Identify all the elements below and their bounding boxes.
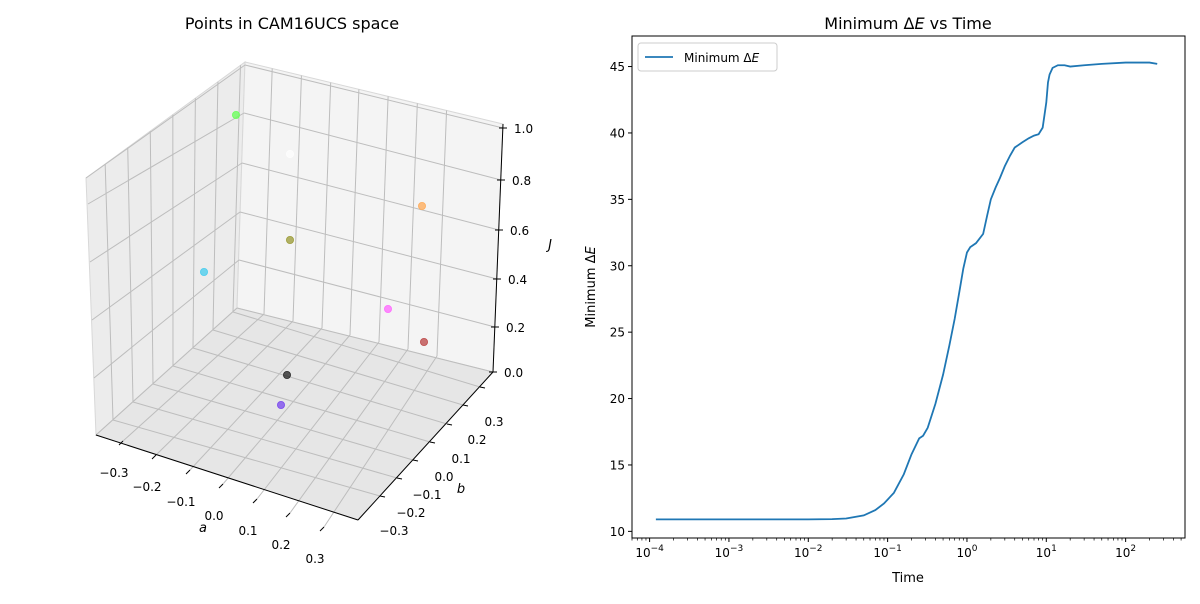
x-tick-label-3d: 0.3 <box>305 552 324 566</box>
y-tick-mark-3d <box>397 478 402 479</box>
line-chart: Minimum ΔE vs Time 10 15 20 25 30 35 40 45 10−4… <box>584 14 1185 586</box>
z-tick-label-3d: 1.0 <box>514 122 533 136</box>
x-tick-label: 10−2 <box>794 544 823 560</box>
y-tick-mark-3d <box>447 424 452 425</box>
x-tick-label-3d: 0.1 <box>238 524 257 538</box>
x-tick-mark-3d <box>219 484 223 488</box>
x-tick-label-3d: 0.2 <box>271 538 290 552</box>
legend-label: Minimum ΔE <box>684 51 760 65</box>
x-tick-label: 100 <box>956 544 977 560</box>
x-tick-label-3d: −0.3 <box>99 466 128 480</box>
data-point-3d <box>232 111 239 118</box>
y-tick-label-3d: 0.0 <box>434 470 453 484</box>
x-tick-label: 10−3 <box>715 544 744 560</box>
y-tick-label: 20 <box>610 392 625 406</box>
data-point-3d <box>277 401 284 408</box>
y-tick-mark-3d <box>463 405 468 406</box>
data-point-3d <box>418 202 425 209</box>
y-tick-label: 25 <box>610 326 625 340</box>
y-axis-label-3d: b <box>457 482 465 497</box>
y-tick-label-3d: 0.1 <box>451 452 470 466</box>
data-point-3d <box>200 268 207 275</box>
y-tick-label: 35 <box>610 193 625 207</box>
x-tick-mark-3d <box>152 455 156 459</box>
y-tick-label-3d: 0.3 <box>484 415 503 429</box>
z-tick-label-3d: 0.4 <box>508 273 527 287</box>
legend: Minimum ΔE <box>638 43 777 71</box>
x-tick-label: 10−4 <box>635 544 664 560</box>
data-point-3d <box>420 338 427 345</box>
x-tick-label-3d: −0.1 <box>166 495 195 509</box>
data-point-3d <box>283 371 290 378</box>
data-point-3d <box>384 305 391 312</box>
x-tick-label: 101 <box>1036 544 1057 560</box>
line-chart-title: Minimum ΔE vs Time <box>824 14 991 33</box>
x-tick-label: 102 <box>1115 544 1136 560</box>
y-ticks: 10 15 20 25 30 35 40 45 <box>610 60 632 539</box>
x-tick-mark-3d <box>186 470 190 474</box>
y-tick-label-3d: −0.1 <box>412 488 441 502</box>
y-tick-mark-3d <box>430 442 435 443</box>
x-tick-mark-3d <box>253 499 257 503</box>
y-tick-mark-3d <box>413 460 418 461</box>
scatter3d-chart: Points in CAM16UCS space −0.3 −0.2 −0.1 0.0… <box>86 14 552 566</box>
z-axis-label-3d: J <box>545 238 552 253</box>
y-tick-mark-3d <box>380 496 385 497</box>
y-tick-mark-3d <box>480 387 485 388</box>
z-tick-label-3d: 0.2 <box>506 321 525 335</box>
y-tick-label-3d: −0.3 <box>379 524 408 538</box>
y-tick-label: 45 <box>610 60 625 74</box>
y-tick-label-3d: 0.2 <box>467 433 486 447</box>
x-tick-mark-3d <box>320 527 324 531</box>
y-axis-label: Minimum ΔE <box>584 245 599 327</box>
x-tick-label-3d: −0.2 <box>132 480 161 494</box>
x-tick-label: 10−1 <box>873 544 902 560</box>
y-tick-label: 40 <box>610 126 625 140</box>
x-tick-label-3d: 0.0 <box>204 509 223 523</box>
x-tick-mark-3d <box>286 513 290 517</box>
y-tick-label: 15 <box>610 458 625 472</box>
z-tick-label-3d: 0.8 <box>512 174 531 188</box>
z-tick-label-3d: 0.6 <box>510 224 529 238</box>
y-tick-label: 10 <box>610 525 625 539</box>
y-tick-label: 30 <box>610 259 625 273</box>
data-point-3d <box>286 236 293 243</box>
data-point-3d <box>286 150 293 157</box>
x-axis-label: Time <box>891 571 924 586</box>
x-ticks: 10−4 10−3 10−2 10−1 100 101 102 <box>632 538 1181 560</box>
z-tick-label-3d: 0.0 <box>504 366 523 380</box>
scatter3d-title: Points in CAM16UCS space <box>185 14 399 33</box>
y-tick-label-3d: −0.2 <box>396 506 425 520</box>
x-axis-label-3d: a <box>199 521 207 536</box>
